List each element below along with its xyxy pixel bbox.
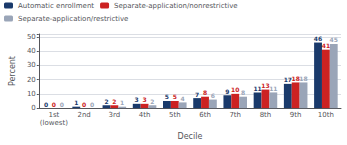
svg-text:Separate-application/nonrestri: Separate-application/nonrestrictive xyxy=(114,2,238,10)
svg-text:5: 5 xyxy=(173,93,177,100)
svg-text:2: 2 xyxy=(150,98,154,105)
svg-text:0: 0 xyxy=(82,101,86,108)
svg-text:18: 18 xyxy=(291,74,300,82)
svg-text:9: 9 xyxy=(225,88,229,95)
svg-text:0: 0 xyxy=(60,101,64,108)
svg-text:0: 0 xyxy=(90,101,94,108)
svg-text:18: 18 xyxy=(299,75,307,82)
svg-text:8: 8 xyxy=(241,89,245,96)
svg-text:6: 6 xyxy=(211,92,215,99)
svg-text:0: 0 xyxy=(52,101,56,108)
svg-text:11: 11 xyxy=(269,85,277,92)
svg-text:4th: 4th xyxy=(139,111,151,119)
svg-text:7: 7 xyxy=(195,91,199,98)
svg-text:1st: 1st xyxy=(48,111,59,119)
svg-text:3rd: 3rd xyxy=(109,111,121,119)
svg-text:0: 0 xyxy=(31,104,35,112)
svg-text:8th: 8th xyxy=(260,111,272,119)
svg-text:1: 1 xyxy=(74,99,78,106)
svg-text:2nd: 2nd xyxy=(77,111,90,119)
svg-text:4: 4 xyxy=(181,95,185,102)
svg-text:45: 45 xyxy=(330,36,338,43)
svg-text:0: 0 xyxy=(44,101,48,108)
svg-text:30: 30 xyxy=(27,61,36,69)
svg-text:1: 1 xyxy=(120,99,124,106)
svg-text:41: 41 xyxy=(321,42,331,50)
svg-text:Percent: Percent xyxy=(8,56,17,86)
svg-text:8: 8 xyxy=(203,89,207,96)
svg-text:9th: 9th xyxy=(290,111,302,119)
svg-text:5th: 5th xyxy=(169,111,181,119)
svg-text:10: 10 xyxy=(231,86,239,93)
svg-text:2: 2 xyxy=(104,98,108,105)
svg-text:5: 5 xyxy=(165,93,169,100)
svg-text:20: 20 xyxy=(27,76,36,84)
svg-text:3: 3 xyxy=(135,96,139,103)
svg-text:2: 2 xyxy=(112,98,116,105)
svg-text:Decile: Decile xyxy=(177,132,202,141)
svg-text:50: 50 xyxy=(27,33,36,41)
svg-text:Separate-application/restricti: Separate-application/restrictive xyxy=(18,15,128,23)
svg-text:10th: 10th xyxy=(318,111,334,119)
svg-text:3: 3 xyxy=(142,96,146,103)
svg-text:6th: 6th xyxy=(199,111,211,119)
svg-text:Automatic enrollment: Automatic enrollment xyxy=(18,2,94,10)
svg-text:46: 46 xyxy=(314,35,322,42)
svg-text:7th: 7th xyxy=(229,111,241,119)
svg-text:17: 17 xyxy=(283,76,292,84)
svg-text:13: 13 xyxy=(261,82,270,90)
svg-text:40: 40 xyxy=(27,47,36,55)
svg-text:10: 10 xyxy=(27,90,36,98)
svg-text:11: 11 xyxy=(253,84,262,92)
svg-text:(lowest): (lowest) xyxy=(40,119,68,127)
